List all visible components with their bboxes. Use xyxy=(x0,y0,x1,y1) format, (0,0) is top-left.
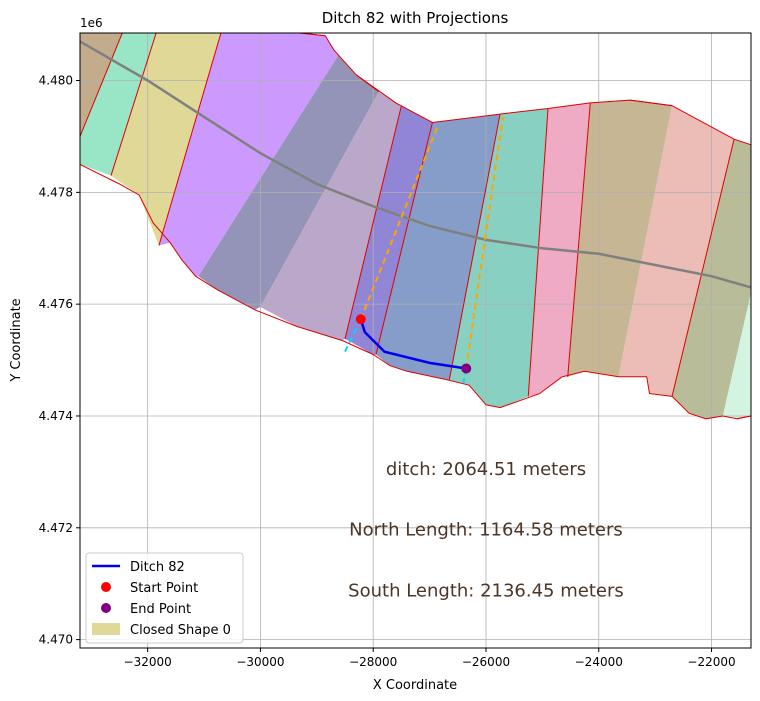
shape-segment-13 xyxy=(722,293,751,419)
start-point-marker xyxy=(355,314,366,325)
shape-divider-8 xyxy=(527,108,549,397)
annotation-1: North Length: 1164.58 meters xyxy=(349,519,623,540)
y-tick-label-4: 4.478 xyxy=(39,185,73,199)
shape-segment-3 xyxy=(158,33,339,277)
y-tick-label-0: 4.470 xyxy=(39,633,73,647)
x-tick-label-1: −30000 xyxy=(236,655,284,669)
shape-divider-2 xyxy=(158,33,222,246)
legend-swatch-1 xyxy=(101,582,111,592)
legend-label-3: Closed Shape 0 xyxy=(130,623,231,638)
y-axis-ticks: 4.470 4.472 4.474 4.476 4.478 4.480 xyxy=(39,74,80,647)
legend-box xyxy=(85,552,244,644)
legend-swatch-2 xyxy=(101,603,111,613)
shape-segment-8 xyxy=(449,108,548,408)
shape-divider-11 xyxy=(671,139,735,397)
chart-title: Ditch 82 with Projections xyxy=(322,9,509,27)
shape-divider-5 xyxy=(344,105,402,339)
y-axis-label: Y Coordinate xyxy=(9,298,24,382)
shape-segment-10 xyxy=(567,100,673,377)
annotation-2: South Length: 2136.45 meters xyxy=(348,580,624,601)
x-tick-label-5: −22000 xyxy=(687,655,735,669)
legend-swatch-3 xyxy=(92,623,120,635)
x-tick-label-4: −24000 xyxy=(575,655,623,669)
shape-divider-10 xyxy=(629,99,673,107)
legend-label-1: Start Point xyxy=(130,581,198,596)
shape-divider-1 xyxy=(110,33,157,176)
x-tick-label-2: −28000 xyxy=(349,655,397,669)
shape-divider-0 xyxy=(80,33,123,137)
shape-divider-7 xyxy=(448,113,501,380)
shape-segment-7 xyxy=(376,114,501,380)
shape-divider-6 xyxy=(375,122,433,355)
projection-line-2 xyxy=(344,318,362,353)
shape-segment-1 xyxy=(80,33,157,176)
ditch-line xyxy=(359,318,467,370)
shape-segment-6 xyxy=(345,105,433,355)
x-tick-label-3: −26000 xyxy=(462,655,510,669)
shape-segment-4 xyxy=(198,55,379,310)
closed-shape-boundary xyxy=(80,33,751,420)
x-axis-label: X Coordinate xyxy=(373,678,457,693)
shape-divider-4 xyxy=(355,74,380,93)
annotation-0: ditch: 2064.51 meters xyxy=(386,459,586,480)
x-tick-label-0: −32000 xyxy=(124,655,172,669)
projection-line-1 xyxy=(465,116,504,369)
axes-frame xyxy=(79,32,752,649)
legend: Ditch 82 Start Point End Point Closed Shape… xyxy=(85,552,244,644)
y-tick-label-5: 4.480 xyxy=(39,74,73,88)
y-offset-label: 1e6 xyxy=(80,16,103,30)
shape-divider-9 xyxy=(567,102,591,377)
annotations: ditch: 2064.51 meters North Length: 1164.… xyxy=(348,459,624,601)
y-tick-label-2: 4.474 xyxy=(39,409,73,423)
y-tick-label-3: 4.476 xyxy=(39,297,73,311)
y-tick-label-1: 4.472 xyxy=(39,521,73,535)
closed-shape-fills xyxy=(80,33,751,419)
centerline xyxy=(80,40,751,289)
grid-lines xyxy=(80,33,751,648)
x-axis-ticks: −32000 −30000 −28000 −26000 −24000 −22000 xyxy=(124,648,736,669)
plot-area xyxy=(80,33,751,648)
end-point-marker xyxy=(461,363,472,374)
shape-dividers xyxy=(80,33,751,420)
shape-divider-13 xyxy=(736,415,751,420)
legend-label-2: End Point xyxy=(130,602,191,617)
projection-line-0 xyxy=(359,124,440,320)
shape-segment-11 xyxy=(618,105,735,397)
shape-segment-5 xyxy=(260,91,402,341)
legend-label-0: Ditch 82 xyxy=(130,560,185,575)
